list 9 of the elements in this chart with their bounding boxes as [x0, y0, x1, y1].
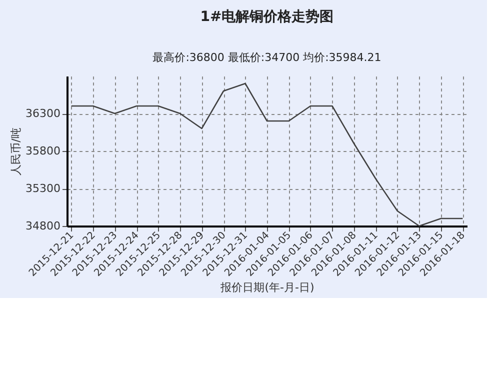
- y-tick-label: 34800: [26, 220, 60, 232]
- x-axis-title: 报价日期(年-月-日): [220, 281, 314, 294]
- text: 最高价:36800 最低价:34700 均价:35984.21: [152, 51, 382, 64]
- chart-title: 1#电解铜价格走势图: [200, 9, 334, 25]
- y-tick-label: 35800: [26, 144, 60, 158]
- y-axis-title: 人民币/吨: [10, 128, 23, 176]
- y-tick-label: 36300: [26, 107, 60, 120]
- y-tick-label: 35300: [26, 182, 60, 195]
- line-series: [70, 82, 464, 227]
